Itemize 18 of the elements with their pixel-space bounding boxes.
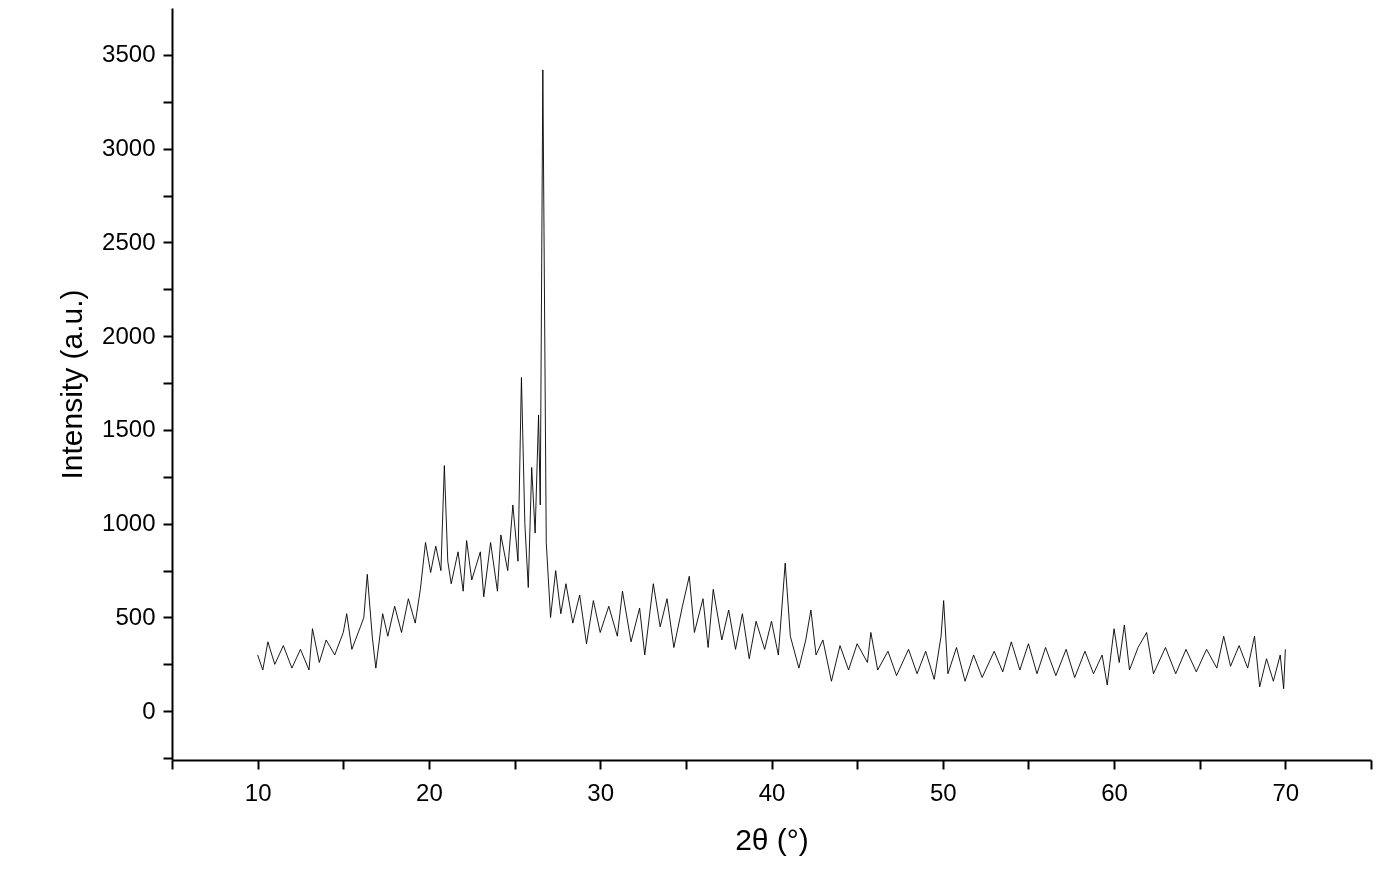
x-tick-label: 60 [1101, 778, 1128, 806]
y-tick-label: 2500 [102, 227, 156, 255]
y-tick-label: 3500 [102, 40, 156, 68]
y-tick-label: 0 [142, 696, 156, 724]
y-tick-label: 2000 [102, 321, 156, 349]
x-axis-title: 2θ (°) [735, 822, 809, 856]
y-tick-label: 1500 [102, 415, 156, 443]
y-tick-label: 500 [115, 602, 156, 630]
x-tick-label: 40 [758, 778, 786, 806]
x-tick-label: 70 [1272, 778, 1300, 806]
y-axis-title: Intensity (a.u.) [55, 289, 89, 480]
y-tick-label: 3000 [102, 134, 156, 162]
y-tick-label: 1000 [102, 509, 156, 537]
line-series [257, 69, 1286, 690]
x-tick-label: 50 [929, 778, 957, 806]
x-tick-label: 20 [416, 778, 443, 806]
x-tick-label: 10 [244, 778, 272, 806]
x-tick-label: 30 [587, 778, 615, 806]
